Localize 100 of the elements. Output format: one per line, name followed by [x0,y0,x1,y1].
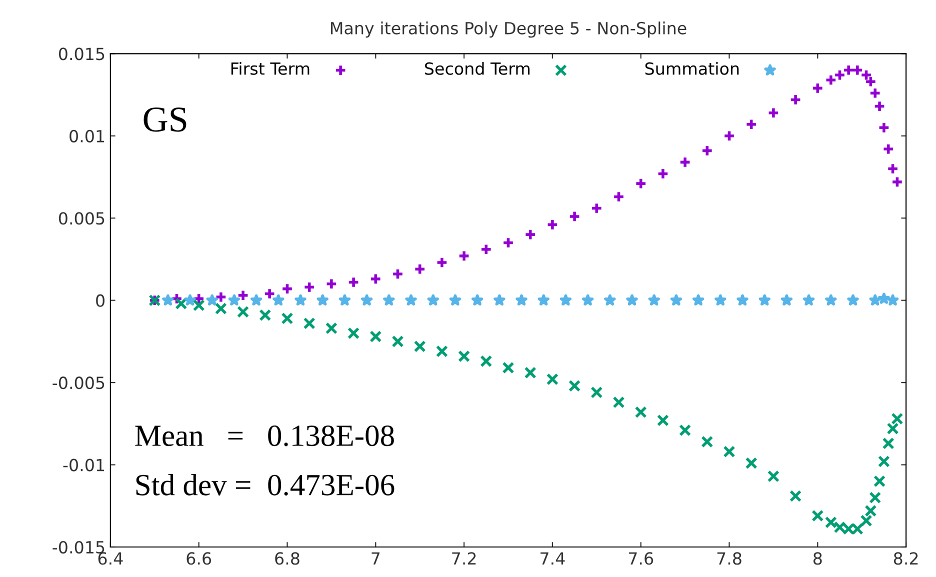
point [825,294,837,306]
point [864,76,877,88]
x-tick-label: 6.6 [186,552,212,565]
point [656,168,669,180]
point [480,243,492,256]
point [612,190,625,203]
point [480,355,492,368]
point [449,294,462,306]
x-tick-label: 7.8 [717,552,742,565]
point [873,100,886,112]
y-tick-label: 0.005 [58,212,104,225]
point [679,156,692,168]
y-tick-label: 0.01 [70,130,104,142]
point [303,281,316,294]
point [228,294,240,306]
point [206,294,218,306]
point [679,424,692,436]
point [502,362,514,374]
point [281,312,294,324]
point [316,294,328,306]
point [237,306,250,318]
legend-label: First Term [231,62,310,75]
point [758,294,770,306]
point [701,436,714,448]
point [882,437,894,450]
point [612,396,625,408]
point [348,327,360,340]
point [392,335,404,348]
point [458,350,470,362]
point [524,228,536,241]
point [812,510,824,522]
point [436,345,448,358]
point [847,294,859,306]
point [882,142,894,156]
point [568,210,581,223]
x-tick-label: 6.8 [275,552,300,565]
annotation: Std dev = 0.473E-06 [136,474,394,496]
point [250,294,262,306]
point [714,294,726,306]
point [723,446,736,458]
point [824,516,837,528]
point [767,470,780,482]
point [214,290,227,304]
point [370,272,382,285]
point [538,294,550,306]
point [405,294,417,306]
point [869,294,881,306]
y-tick-label: -0.01 [63,458,104,472]
point [427,294,439,306]
point [582,294,594,306]
y-tick-label: -0.015 [52,540,104,554]
point [162,294,174,306]
point [392,268,404,280]
point [878,455,890,468]
point [604,294,616,306]
y-tick-label: -0.005 [52,376,104,390]
point [869,492,882,504]
annotation: GS [144,108,186,132]
point [494,294,506,306]
point [860,514,872,527]
legend-label: Summation [645,62,739,75]
point [294,294,306,306]
x-tick-label: 8.2 [894,552,918,565]
x-tick-label: 7.4 [540,552,565,565]
point [590,202,603,214]
point [670,294,682,306]
point [656,414,669,426]
point [524,366,536,379]
point [745,457,758,470]
point [516,294,528,306]
point [471,294,484,306]
point [634,178,647,190]
point [590,386,603,398]
point [851,64,864,76]
point [414,263,426,276]
point [568,380,581,392]
point [370,330,382,343]
point [546,373,558,386]
x-tick-label: 7 [372,552,380,565]
point [192,299,205,312]
point [325,322,338,334]
point [383,294,395,306]
point [338,294,351,306]
point [860,68,872,82]
point [736,294,748,306]
point [790,490,802,502]
point [891,176,904,188]
chart-title: Many iterations Poly Degree 5 - Non-Spline [330,22,686,38]
y-tick-label: 0 [96,294,104,307]
point [878,292,890,304]
point [886,422,899,435]
y-tick-label: 0.015 [58,48,104,60]
point [891,412,904,425]
point [869,87,882,100]
point [692,294,704,306]
point [281,282,294,295]
point [634,406,647,418]
x-tick-label: 8 [813,552,822,565]
point [701,144,714,157]
point [873,475,886,488]
